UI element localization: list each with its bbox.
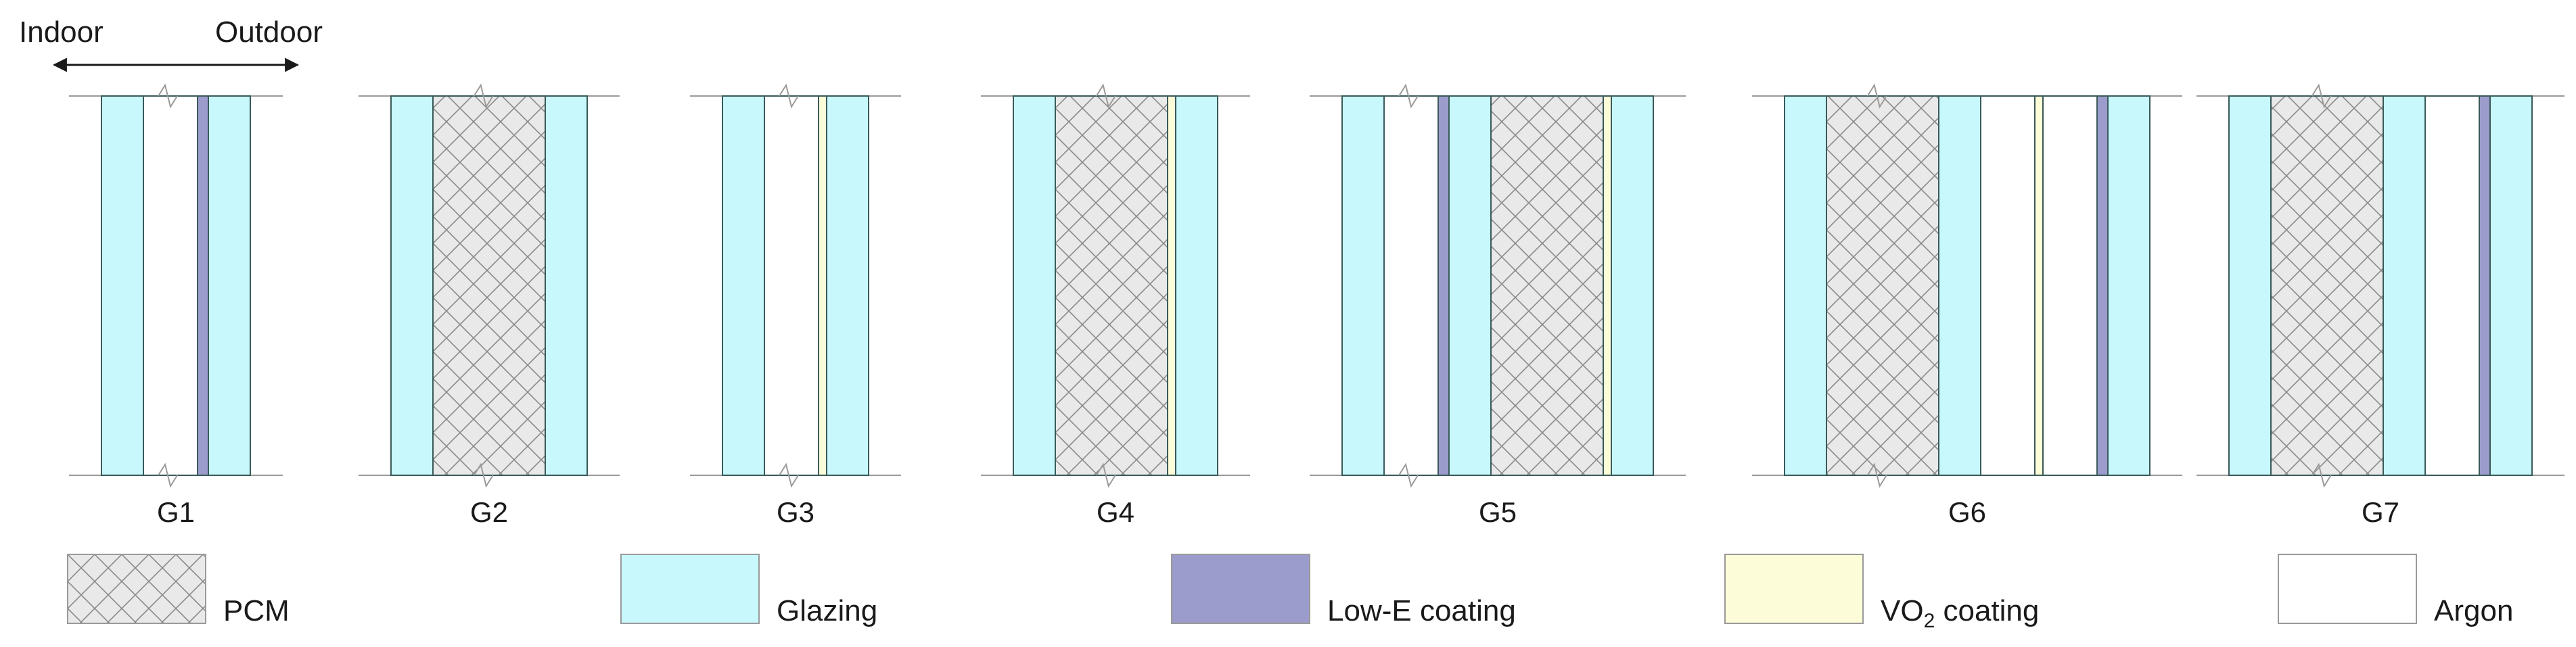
configuration-label: G2 xyxy=(470,496,508,528)
legend: PCM Glazing Low-E coating VO2 coating Argon xyxy=(67,554,2513,632)
configurations: G1 G2 G3 G4 G5 G6 G7 xyxy=(69,83,2564,528)
top-break-mark xyxy=(1866,83,1887,109)
layer-argon xyxy=(764,95,819,476)
legend-swatch xyxy=(2278,554,2417,624)
configuration-label: G1 xyxy=(157,496,195,528)
layer-glazing xyxy=(2228,95,2272,476)
layer-glazing xyxy=(722,95,765,476)
configuration-label: G6 xyxy=(1948,496,1986,528)
layer-argon xyxy=(1980,95,2036,476)
top-break-mark xyxy=(1398,83,1419,109)
legend-label: Glazing xyxy=(777,594,877,627)
configuration-g7: G7 xyxy=(2196,83,2564,528)
bottom-break-mark xyxy=(1866,462,1887,488)
bottom-break-mark xyxy=(2311,462,2332,488)
top-break-mark xyxy=(2311,83,2332,109)
layer-vo2-coating xyxy=(818,95,827,476)
configuration-label: G3 xyxy=(777,496,814,528)
legend-label: Argon xyxy=(2434,594,2513,627)
configuration-label: G4 xyxy=(1097,496,1134,528)
layer-glazing xyxy=(101,95,144,476)
top-break-mark xyxy=(473,83,494,109)
top-break-mark xyxy=(158,83,178,109)
top-break-mark xyxy=(1095,83,1116,109)
configuration-g4: G4 xyxy=(981,83,1250,528)
legend-item-argon: Argon xyxy=(2278,554,2513,627)
legend-swatch xyxy=(1724,554,1864,624)
legend-swatch xyxy=(1171,554,1310,624)
layer-low-e-coating xyxy=(2479,95,2491,476)
legend-swatch xyxy=(620,554,760,624)
bottom-break-mark xyxy=(779,462,799,488)
bottom-break-mark xyxy=(473,462,494,488)
configuration-g6: G6 xyxy=(1752,83,2182,528)
layer-argon xyxy=(143,95,198,476)
layer-low-e-coating xyxy=(2096,95,2109,476)
legend-item-glazing: Glazing xyxy=(620,554,877,627)
layer-pcm xyxy=(1055,95,1168,476)
layer-argon xyxy=(1383,95,1439,476)
layer-glazing xyxy=(1448,95,1492,476)
layer-glazing xyxy=(390,95,434,476)
layer-pcm xyxy=(1490,95,1604,476)
layer-glazing xyxy=(1013,95,1056,476)
configuration-g3: G3 xyxy=(690,83,901,528)
bottom-break-mark xyxy=(1095,462,1116,488)
layer-pcm xyxy=(2270,95,2384,476)
layer-glazing xyxy=(1784,95,1827,476)
layer-low-e-coating xyxy=(1438,95,1450,476)
layer-low-e-coating xyxy=(197,95,209,476)
layer-glazing xyxy=(1341,95,1385,476)
configuration-g2: G2 xyxy=(359,83,620,528)
layer-glazing xyxy=(545,95,588,476)
layer-argon xyxy=(2042,95,2098,476)
top-break-mark xyxy=(779,83,799,109)
layer-vo2-coating xyxy=(2034,95,2044,476)
legend-item-low-e-coating: Low-E coating xyxy=(1171,554,1516,627)
configuration-g5: G5 xyxy=(1310,83,1686,528)
legend-label: Low-E coating xyxy=(1327,594,1516,627)
layer-pcm xyxy=(432,95,546,476)
legend-item-pcm: PCM xyxy=(67,554,290,627)
legend-label: VO2 coating xyxy=(1881,594,2039,632)
configuration-g1: G1 xyxy=(69,83,283,528)
layer-glazing xyxy=(826,95,869,476)
legend-item-vo2-coating: VO2 coating xyxy=(1724,554,2039,632)
layer-glazing xyxy=(208,95,251,476)
configuration-label: G5 xyxy=(1479,496,1517,528)
layer-vo2-coating xyxy=(1167,95,1176,476)
outdoor-label: Outdoor xyxy=(215,16,323,49)
layer-glazing xyxy=(1175,95,1218,476)
indoor-label: Indoor xyxy=(19,16,104,49)
layer-argon xyxy=(2424,95,2480,476)
layer-glazing xyxy=(2383,95,2426,476)
bottom-break-mark xyxy=(1398,462,1419,488)
layer-vo2-coating xyxy=(1603,95,1612,476)
direction-indicator: Indoor Outdoor xyxy=(19,16,323,72)
bottom-break-mark xyxy=(158,462,178,488)
layer-glazing xyxy=(1611,95,1654,476)
layer-pcm xyxy=(1826,95,1939,476)
legend-label: PCM xyxy=(223,594,290,627)
configuration-label: G7 xyxy=(2362,496,2399,528)
legend-swatch xyxy=(67,554,206,624)
layer-glazing xyxy=(2489,95,2533,476)
layer-glazing xyxy=(2107,95,2150,476)
layer-glazing xyxy=(1938,95,1981,476)
